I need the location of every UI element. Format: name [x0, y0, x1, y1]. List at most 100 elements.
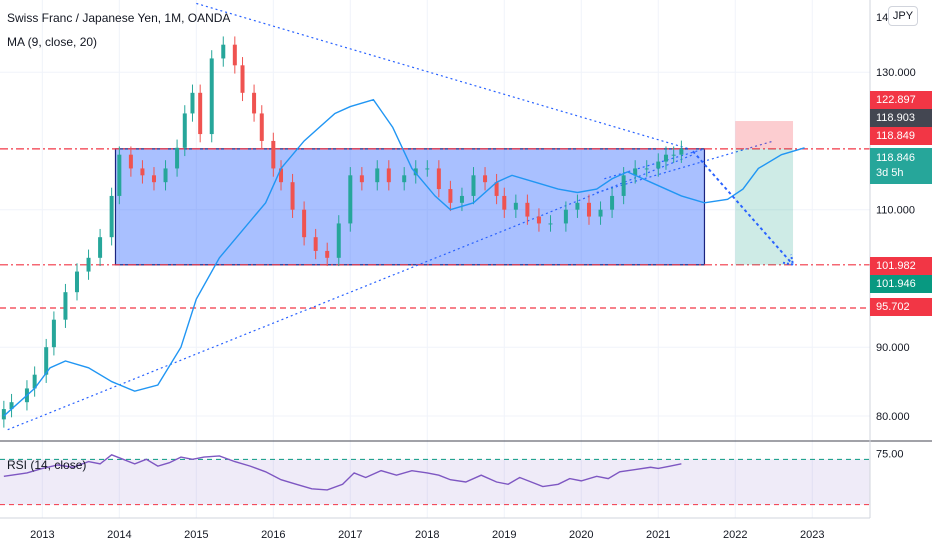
rsi-tick-label: 75.00 [876, 449, 904, 461]
candle-body [86, 257, 91, 272]
candle-body [151, 175, 156, 183]
symbol-title[interactable]: Swiss Franc / Japanese Yen, 1M, OANDA [7, 11, 231, 25]
candle-body [483, 175, 488, 183]
consolidation-box-rect [114, 148, 706, 266]
candle-body [221, 44, 226, 59]
candle-body [63, 292, 68, 320]
candle-body [140, 168, 145, 176]
candle-body [494, 182, 499, 196]
candle-body [1, 409, 6, 420]
candle-body [271, 140, 276, 169]
candle-body [502, 195, 507, 210]
stop-zone [735, 121, 794, 149]
candle-body [163, 168, 168, 183]
y-tick-label: 80.000 [876, 411, 910, 423]
price-tag-stop: 122.897 [870, 91, 932, 109]
candle-body [209, 58, 214, 135]
ma-line [3, 98, 805, 417]
price-tag-low: 101.946 [870, 275, 932, 293]
x-tick-label: 2013 [30, 529, 54, 541]
candle-body [290, 182, 295, 210]
candle-body [259, 113, 264, 141]
ma-indicator-label[interactable]: MA (9, close, 20) [7, 35, 98, 49]
x-tick-label: 2018 [415, 529, 439, 541]
y-tick-label: 130.000 [876, 67, 916, 79]
rsi-indicator-label[interactable]: RSI (14, close) [7, 458, 87, 472]
ma-polyline [3, 98, 805, 417]
candle-body [375, 168, 380, 183]
candle-body [109, 195, 114, 238]
y-tick-label: 110.000 [876, 205, 915, 217]
x-tick-label: 2020 [569, 529, 593, 541]
rsi-pane [0, 440, 932, 506]
candle-body [402, 175, 407, 183]
x-tick-label: 2022 [723, 529, 747, 541]
candle-body [413, 168, 418, 176]
candles [1, 36, 684, 428]
candle-body [51, 319, 56, 348]
x-tick-label: 2015 [184, 529, 208, 541]
candle-body [656, 161, 661, 169]
candle-body [513, 202, 518, 210]
candle-body [575, 202, 580, 210]
candle-body [671, 154, 676, 156]
y-tick-label: 90.000 [876, 342, 910, 354]
candle-body [313, 237, 318, 251]
rsi-band [0, 459, 870, 505]
candle-body [74, 271, 79, 293]
candle-body [117, 154, 122, 196]
candle-body [302, 209, 307, 238]
currency-button[interactable]: JPY [888, 6, 918, 26]
candle-body [232, 44, 237, 66]
candle-body [252, 92, 257, 114]
candle-body [386, 168, 391, 183]
candle-body [448, 189, 453, 203]
candle-body [175, 147, 180, 169]
candle-body [9, 402, 14, 410]
candle-body [240, 65, 245, 93]
candle-body [128, 154, 133, 169]
bar-countdown: 3d 5h [876, 167, 904, 179]
rsi-line [3, 454, 682, 491]
candle-body [598, 209, 603, 217]
candle-body [548, 223, 553, 225]
candle-body [621, 175, 626, 196]
x-tick-label: 2019 [492, 529, 516, 541]
x-tick-label: 2017 [338, 529, 362, 541]
candle-body [525, 202, 530, 217]
candle-body [586, 202, 591, 217]
candle-body [679, 148, 684, 155]
current-price-value: 118.846 [876, 152, 915, 164]
trendline [7, 154, 694, 431]
x-tick-label: 2023 [800, 529, 824, 541]
price-tag-entry: 118.849 [870, 127, 932, 145]
arrow-head [782, 254, 795, 266]
trendline [196, 2, 690, 150]
candle-body [359, 175, 364, 183]
price-tag-current: 118.846 3d 5h [870, 148, 932, 184]
arrow-shaft [692, 150, 794, 266]
candle-body [436, 168, 441, 190]
candle-body [336, 223, 341, 258]
horizontal-levels[interactable] [0, 148, 870, 309]
target-zone [735, 148, 794, 265]
candle-body [536, 216, 541, 224]
candle-body [44, 347, 49, 375]
candle-body [182, 113, 187, 148]
trendlines[interactable] [7, 2, 774, 431]
candle-body [563, 209, 568, 224]
candle-body [325, 250, 330, 258]
candle-body [190, 92, 195, 114]
short-position-tool[interactable] [735, 121, 794, 265]
price-tag-high: 118.903 [870, 109, 932, 127]
candle-body [471, 175, 476, 196]
candle-body [348, 175, 353, 224]
trendline [596, 140, 774, 194]
candle-body [98, 237, 103, 258]
candle-body [32, 374, 37, 389]
consolidation-box[interactable] [114, 148, 706, 266]
candle-body [425, 168, 430, 170]
projection-arrow[interactable] [692, 150, 795, 266]
candle-body [459, 195, 464, 203]
